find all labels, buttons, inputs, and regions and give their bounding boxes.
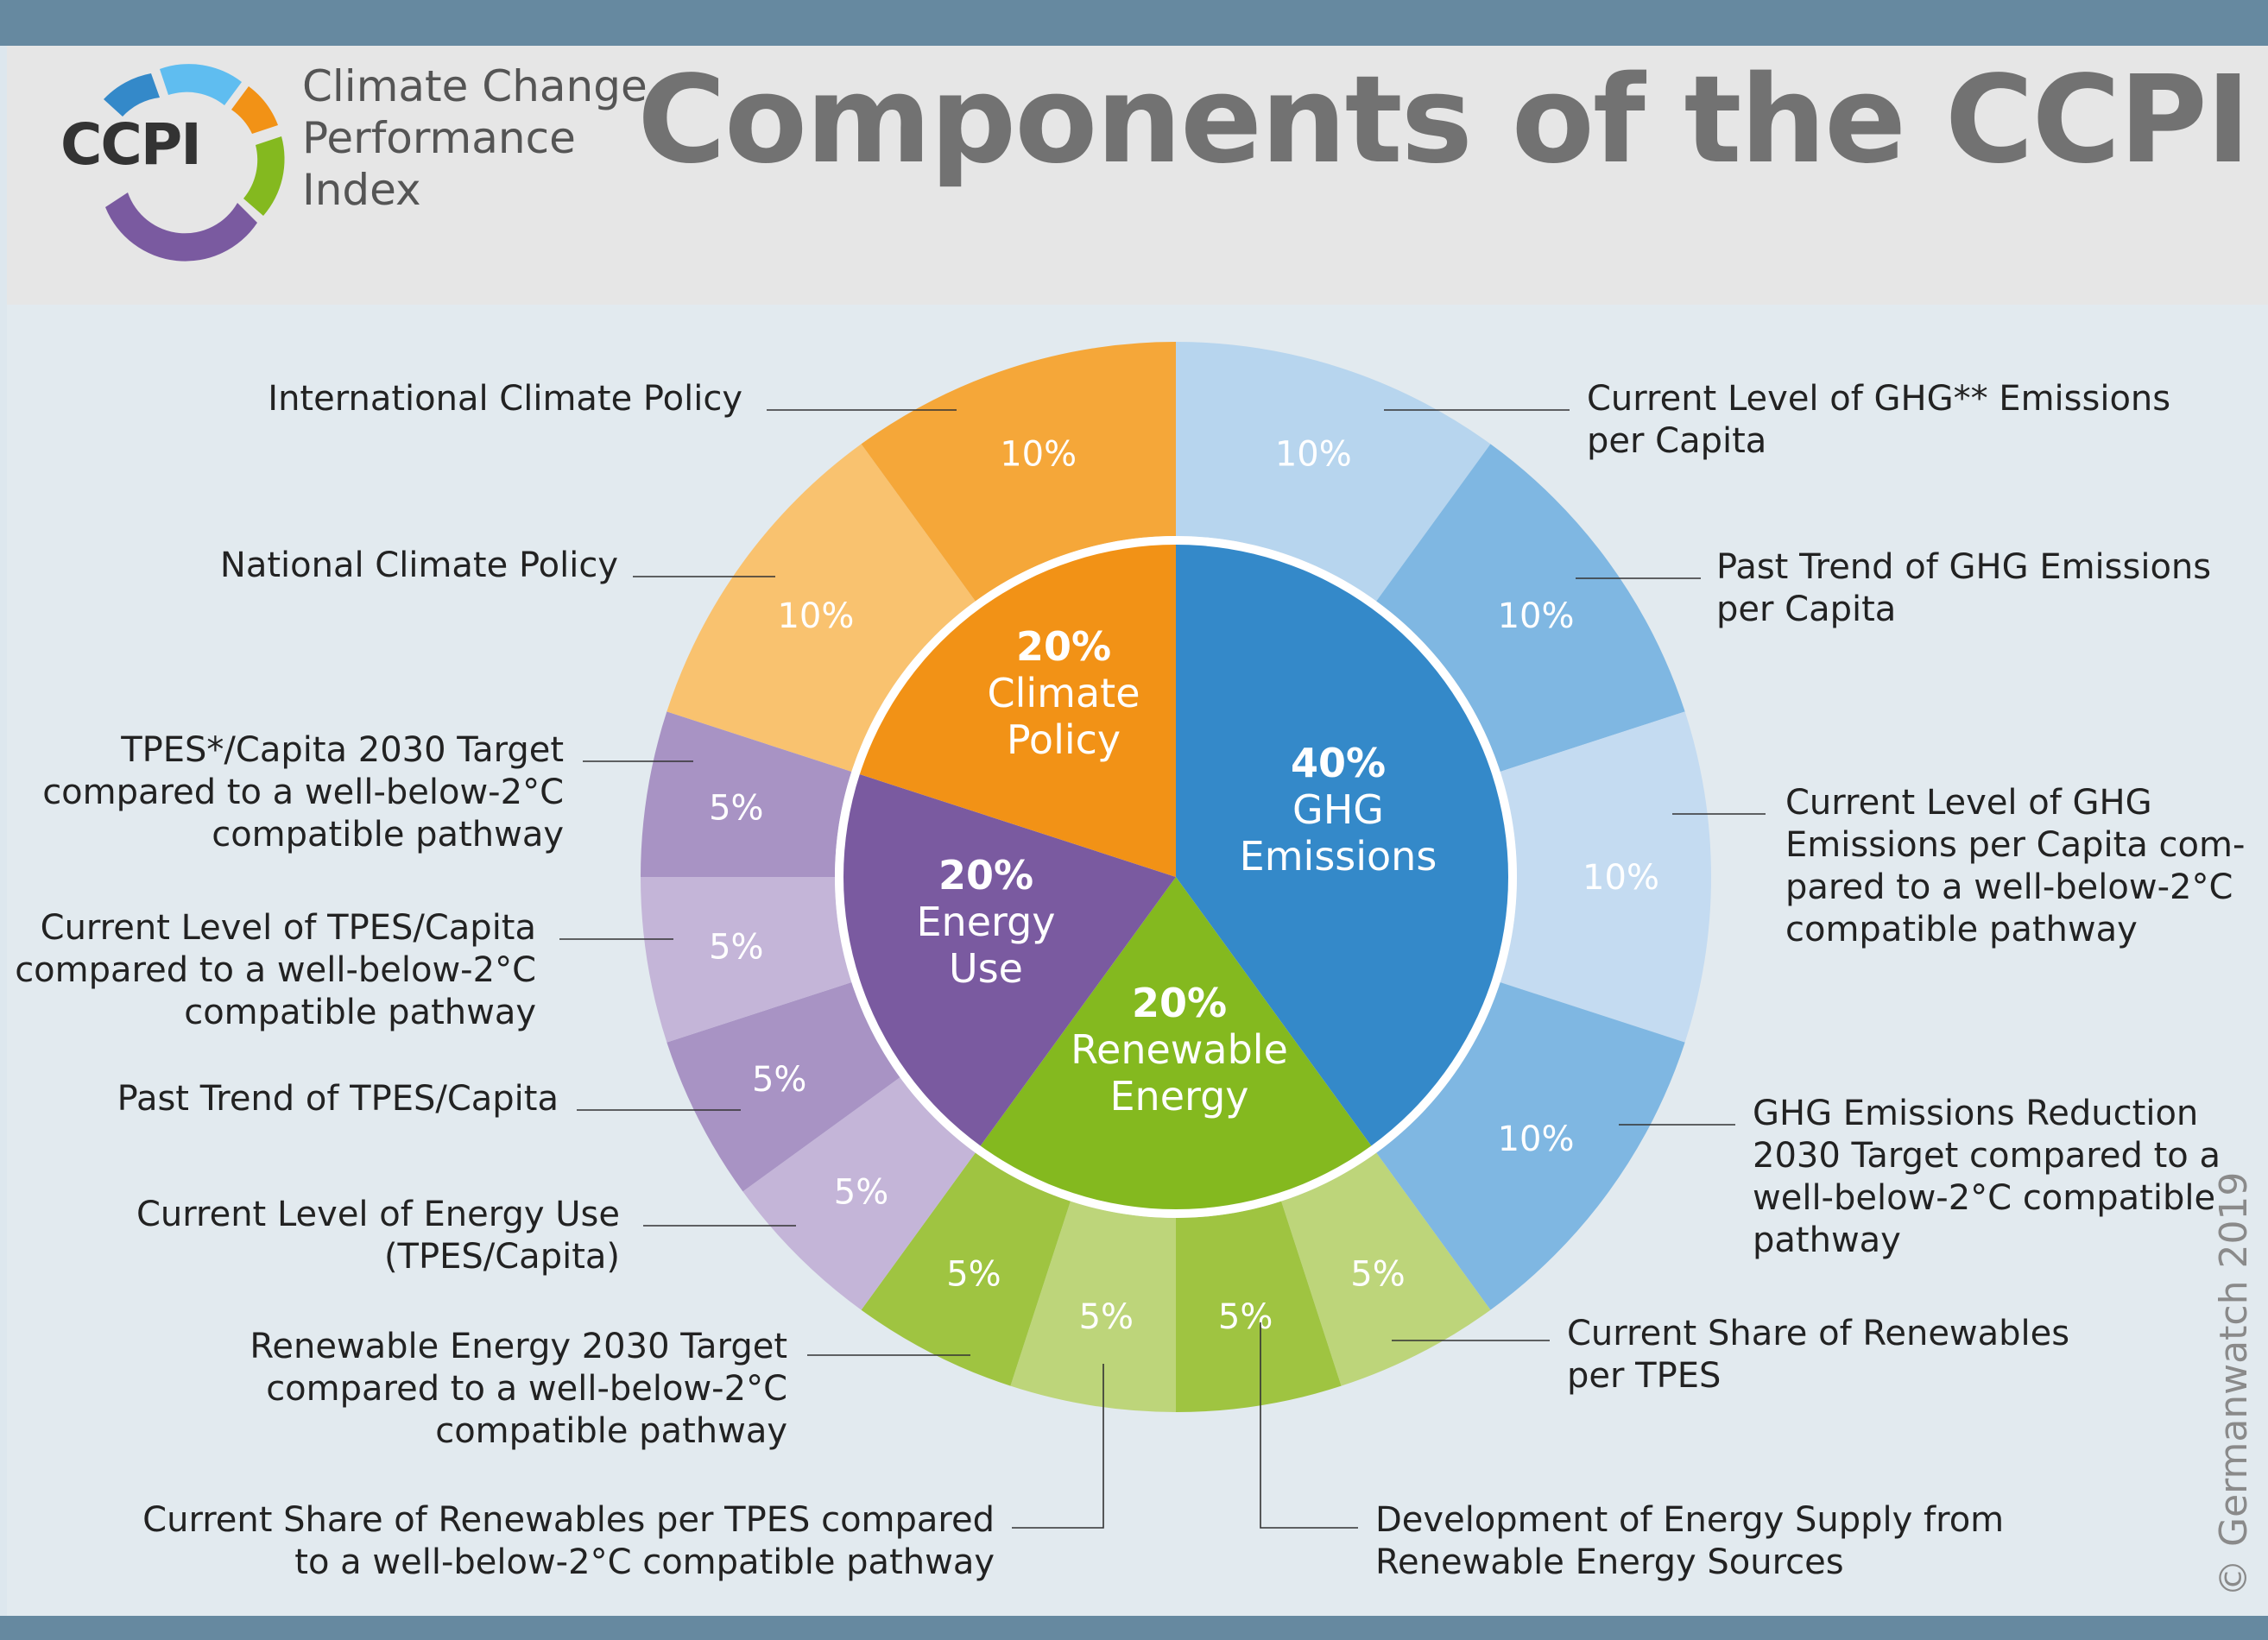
- logo-arc-blue-light: [160, 64, 242, 105]
- inner-category-label: Energy: [916, 899, 1055, 945]
- callout-label: compatible pathway: [435, 1411, 787, 1451]
- callout-leader-line: [1012, 1364, 1104, 1529]
- inner-category-label: GHG: [1292, 786, 1384, 833]
- callout-label: TPES*/Capita 2030 Target: [120, 730, 564, 770]
- inner-category-label: Policy: [1007, 716, 1121, 763]
- inner-percent-label: 20%: [938, 852, 1033, 899]
- inner-segment-energy: [843, 774, 1176, 1146]
- callout-label: Current Level of GHG** Emissions: [1587, 379, 2170, 419]
- outer-percent-label: 5%: [834, 1173, 888, 1213]
- inner-percent-label: 40%: [1291, 740, 1386, 786]
- callout-label: compared to a well-below-2°C: [266, 1369, 787, 1409]
- callout-leader-line: [1260, 1322, 1358, 1529]
- outer-segment-6: [1176, 1201, 1342, 1412]
- bottom-band: [0, 1616, 2268, 1640]
- inner-percent-label: 20%: [1016, 623, 1111, 670]
- outer-percent-label: 10%: [1498, 596, 1575, 636]
- outer-percent-label: 5%: [709, 928, 763, 968]
- copyright-notice: © Germanwatch 2019: [2212, 1171, 2256, 1597]
- callout-label: National Climate Policy: [220, 546, 618, 585]
- outer-segment-11: [641, 877, 852, 1043]
- callout-label: compared to a well-below-2°C: [42, 773, 564, 812]
- logo-arc-orange: [231, 86, 278, 134]
- logo-line-1: Climate Change: [302, 61, 648, 111]
- callout-label: Current Level of GHG: [1785, 783, 2152, 823]
- outer-percent-label: 10%: [777, 596, 854, 636]
- outer-percent-label: 5%: [1218, 1297, 1273, 1337]
- logo-wordmark: Climate Change Performance Index: [302, 60, 648, 216]
- outer-percent-label: 5%: [1079, 1297, 1134, 1337]
- outer-segment-8: [861, 1152, 1071, 1386]
- callout-label: 2030 Target compared to a: [1753, 1136, 2221, 1176]
- inner-category-label: Use: [949, 945, 1023, 992]
- callout-label: Past Trend of GHG Emissions: [1716, 547, 2211, 587]
- callout-label: Emissions per Capita com-: [1785, 825, 2245, 865]
- callout-label: per Capita: [1716, 590, 1896, 629]
- callout-label: International Climate Policy: [268, 379, 742, 419]
- outer-percent-label: 10%: [1275, 435, 1352, 475]
- logo-line-3: Index: [302, 165, 421, 215]
- callout-label: compatible pathway: [212, 815, 564, 855]
- callout-label: Past Trend of TPES/Capita: [117, 1079, 559, 1119]
- logo-line-2: Performance: [302, 113, 576, 163]
- callout-label: Renewable Energy Sources: [1375, 1542, 1844, 1582]
- header: [7, 46, 2268, 305]
- outer-percent-label: 10%: [1000, 435, 1077, 475]
- page-title: Components of the CCPI: [637, 50, 2251, 191]
- callout-label: Renewable Energy 2030 Target: [250, 1327, 787, 1366]
- callout-label: Current Share of Renewables: [1567, 1314, 2069, 1353]
- outer-percent-label: 10%: [1498, 1120, 1575, 1159]
- callout-label: (TPES/Capita): [384, 1237, 620, 1277]
- inner-segment-ghg: [1176, 545, 1509, 1146]
- callout-label: compatible pathway: [1785, 910, 2138, 949]
- ccpi-logo: CCPI: [60, 64, 285, 262]
- callout-label: Current Level of TPES/Capita: [41, 908, 536, 948]
- logo-arc-blue-dark: [104, 73, 160, 117]
- inner-percent-label: 20%: [1132, 980, 1227, 1026]
- callout-label: pathway: [1753, 1221, 1901, 1260]
- outer-percent-label: 5%: [1350, 1254, 1405, 1294]
- callout-label: Current Share of Renewables per TPES com…: [142, 1500, 995, 1540]
- outer-segment-13: [667, 444, 976, 772]
- inner-category-label: Emissions: [1240, 833, 1437, 880]
- outer-segment-9: [742, 1077, 976, 1310]
- logo-abbr: CCPI: [60, 111, 200, 178]
- logo-arc-green: [243, 136, 285, 216]
- outer-segment-12: [641, 711, 852, 877]
- inner-category-label: Renewable: [1071, 1026, 1288, 1073]
- callout-label: per TPES: [1567, 1356, 1721, 1396]
- callout-label: to a well-below-2°C compatible pathway: [294, 1542, 995, 1582]
- callout-label: well-below-2°C compatible: [1753, 1178, 2215, 1218]
- outer-segment-7: [1010, 1201, 1176, 1412]
- callout-label: Development of Energy Supply from: [1375, 1500, 2004, 1540]
- inner-segment-renewable: [980, 877, 1372, 1209]
- outer-segment-10: [667, 982, 900, 1192]
- callout-label: pared to a well-below-2°C: [1785, 867, 2233, 907]
- outer-percent-label: 10%: [1583, 858, 1659, 898]
- outer-segment-14: [861, 342, 1176, 602]
- callout-label: GHG Emissions Reduction: [1753, 1094, 2198, 1133]
- outer-percent-label: 5%: [946, 1254, 1001, 1294]
- callout-label: Current Level of Energy Use: [136, 1195, 620, 1234]
- callout-label: compatible pathway: [184, 993, 536, 1032]
- inner-category-label: Climate: [987, 670, 1140, 716]
- outer-percent-label: 5%: [752, 1060, 806, 1100]
- outer-segment-3: [1500, 711, 1712, 1043]
- outer-segment-4: [1376, 982, 1685, 1310]
- inner-segment-climate: [859, 545, 1176, 877]
- outer-percent-label: 5%: [709, 788, 763, 828]
- callout-label: compared to a well-below-2°C: [15, 950, 536, 990]
- logo-arc-purple: [105, 192, 257, 262]
- outer-segment-5: [1281, 1152, 1491, 1386]
- inner-category-label: Energy: [1109, 1073, 1248, 1120]
- callout-label: per Capita: [1587, 421, 1766, 461]
- outer-segment-2: [1376, 444, 1685, 772]
- outer-segment-1: [1176, 342, 1491, 602]
- top-band: [0, 0, 2268, 46]
